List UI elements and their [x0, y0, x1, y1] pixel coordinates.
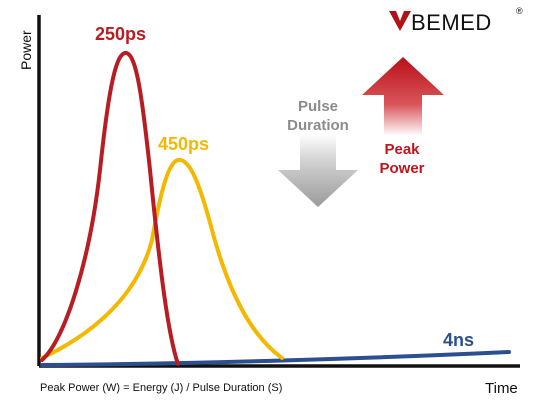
logo-mark-icon [389, 11, 411, 31]
label-250ps: 250ps [95, 24, 146, 44]
arrow-down-icon [278, 134, 358, 207]
arrow-up-icon [362, 57, 444, 136]
label-4ns: 4ns [443, 330, 474, 350]
pulse-duration-indicator: Pulse Duration [278, 98, 358, 207]
curve-250ps [40, 51, 180, 366]
pulse-duration-label-line2: Duration [287, 117, 349, 134]
pulse-duration-label-line1: Pulse [298, 98, 338, 115]
curve-4ns [40, 350, 511, 367]
x-axis-label: Time [485, 380, 518, 397]
curve-450ps [40, 157, 284, 360]
label-450ps: 450ps [158, 134, 209, 154]
registered-mark: ® [516, 6, 523, 16]
bemed-logo: BEMED ® [389, 6, 523, 35]
peak-power-label-line1: Peak [384, 141, 420, 158]
peak-power-indicator: Peak Power [362, 57, 444, 177]
formula-text: Peak Power (W) = Energy (J) / Pulse Dura… [40, 382, 282, 394]
y-axis-label: Power [18, 30, 34, 70]
logo-text: BEMED [411, 10, 492, 35]
peak-power-label-line2: Power [379, 160, 424, 177]
